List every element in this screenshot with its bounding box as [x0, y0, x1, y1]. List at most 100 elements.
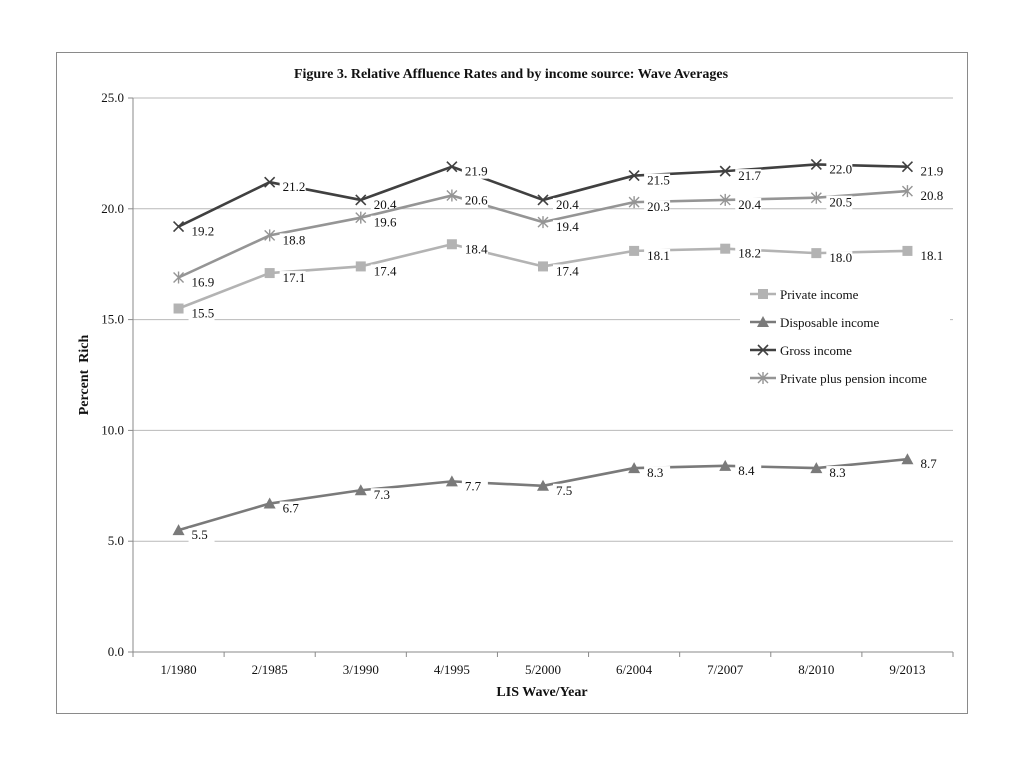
series-private-plus-pension-income: 16.9 18.8 19.6 20.6 19.4 20.3 20.4 20.5 20.8 — [173, 185, 944, 290]
data-label: 18.4 — [465, 241, 488, 256]
data-point — [901, 161, 914, 173]
y-tick-label: 20.0 — [101, 201, 124, 216]
data-label: 19.4 — [556, 219, 579, 234]
x-axis-title: LIS Wave/Year — [496, 685, 587, 700]
data-point — [811, 248, 822, 259]
x-tick-label: 7/2007 — [707, 662, 744, 677]
data-point — [628, 169, 640, 182]
data-label-bg — [188, 306, 215, 321]
data-label-bg — [461, 479, 488, 494]
data-label: 5.5 — [192, 527, 208, 542]
data-label: 20.4 — [374, 197, 397, 212]
data-point — [719, 165, 731, 177]
x-tick-label: 1/1980 — [160, 662, 196, 677]
legend-background — [740, 268, 950, 390]
data-label: 8.4 — [738, 463, 755, 478]
data-point — [446, 161, 458, 173]
data-label-bg — [553, 197, 579, 212]
x-tick-label: 5/2000 — [525, 662, 561, 677]
data-label-bg — [553, 264, 579, 279]
data-point — [446, 239, 457, 250]
data-point — [719, 459, 732, 471]
y-tick-label: 5.0 — [108, 533, 124, 548]
legend-item: Disposable income — [750, 315, 880, 330]
data-label-bg — [370, 197, 397, 212]
gridlines — [133, 97, 953, 542]
data-label: 20.4 — [556, 197, 579, 212]
legend-item: Gross income — [750, 343, 852, 358]
data-label: 18.2 — [738, 246, 761, 261]
data-label: 8.3 — [647, 465, 663, 480]
data-label-bg — [279, 233, 306, 248]
legend-marker — [757, 316, 769, 327]
x-tick-label: 6/2004 — [616, 662, 653, 677]
data-point — [810, 191, 822, 204]
series-disposable-income: 5.5 6.7 7.3 7.7 7.5 8.3 8.4 8.3 8.7 — [172, 453, 944, 543]
data-point — [355, 211, 367, 224]
data-label: 7.7 — [465, 478, 482, 493]
data-label: 21.5 — [647, 173, 670, 188]
series-line — [178, 457, 908, 532]
data-label-bg — [735, 246, 762, 261]
data-label: 15.5 — [192, 306, 215, 321]
legend-marker — [758, 289, 768, 299]
data-point — [902, 245, 913, 256]
data-label: 20.6 — [465, 193, 488, 208]
legend-item: Private plus pension income — [750, 371, 927, 386]
legend-marker — [757, 372, 769, 384]
data-label: 17.4 — [556, 263, 579, 278]
data-label: 20.5 — [829, 195, 852, 210]
data-point — [628, 196, 640, 209]
data-label: 6.7 — [283, 501, 300, 516]
legend-marker — [757, 344, 769, 356]
data-label-bg — [279, 501, 306, 516]
data-label-bg — [279, 271, 306, 286]
data-label: 8.7 — [920, 456, 937, 471]
data-point — [354, 484, 367, 496]
data-label-bg — [553, 220, 579, 235]
y-tick-label: 0.0 — [108, 644, 124, 659]
x-tick-label: 9/2013 — [889, 662, 925, 677]
x-tick-label: 8/2010 — [798, 662, 834, 677]
data-point — [537, 216, 549, 229]
data-label-bg — [188, 224, 215, 239]
x-tick-label: 4/1995 — [434, 662, 470, 677]
data-label-bg — [917, 457, 944, 472]
data-point — [263, 497, 276, 509]
data-label: 21.9 — [920, 164, 943, 179]
data-point — [537, 194, 549, 206]
data-point — [172, 524, 185, 536]
plot-area: 15.5 17.1 17.4 18.4 17.4 18.1 18.2 18.0 18.1 5.5 6… — [172, 158, 944, 543]
data-label: 16.9 — [192, 274, 215, 289]
legend-label: Gross income — [780, 343, 852, 358]
data-point — [173, 303, 184, 314]
legend-label: Private plus pension income — [780, 371, 927, 386]
data-label: 22.0 — [829, 161, 852, 176]
data-label-bg — [917, 189, 944, 204]
data-label-bg — [826, 466, 853, 481]
data-point — [446, 189, 458, 202]
data-label-bg — [370, 215, 397, 230]
data-label: 17.1 — [283, 270, 306, 285]
data-label: 7.3 — [374, 487, 390, 502]
data-label-bg — [644, 248, 671, 263]
data-label: 18.0 — [829, 250, 852, 265]
data-point — [901, 453, 914, 465]
y-tick-label: 25.0 — [101, 90, 124, 105]
data-label-bg — [826, 195, 853, 210]
x-tick-label: 3/1990 — [343, 662, 379, 677]
data-label-bg — [461, 242, 488, 257]
y-tick-label: 10.0 — [101, 422, 124, 437]
data-label-bg — [735, 463, 762, 478]
data-label-bg — [735, 169, 762, 184]
data-label: 7.5 — [556, 483, 572, 498]
data-label: 21.9 — [465, 164, 488, 179]
axes: 0.0 5.0 10.0 15.0 20.0 25.0 1/1980 2/1985 3/1990… — [101, 90, 954, 677]
legend: Private income Disposable income Gross inc… — [740, 268, 950, 390]
y-tick-label: 15.0 — [101, 312, 124, 327]
data-label: 17.4 — [374, 263, 397, 278]
legend-label: Disposable income — [780, 315, 880, 330]
data-point — [537, 479, 549, 491]
data-label: 20.4 — [738, 197, 761, 212]
